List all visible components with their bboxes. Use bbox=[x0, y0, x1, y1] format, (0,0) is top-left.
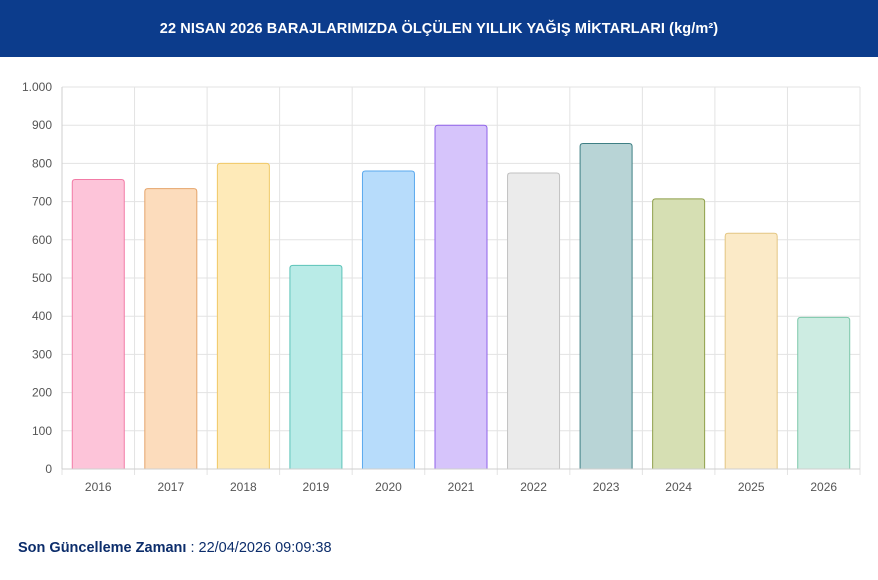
y-tick-label: 100 bbox=[32, 424, 52, 438]
y-tick-label: 900 bbox=[32, 118, 52, 132]
bar-2016[interactable] bbox=[71, 178, 125, 469]
y-tick-label: 300 bbox=[32, 347, 52, 361]
bar-2022[interactable] bbox=[507, 172, 561, 469]
bar-2017[interactable] bbox=[144, 188, 198, 469]
x-tick-label: 2023 bbox=[593, 480, 620, 494]
x-tick-label: 2026 bbox=[810, 480, 837, 494]
x-tick-label: 2018 bbox=[230, 480, 257, 494]
last-updated-separator: : bbox=[186, 540, 199, 556]
y-tick-label: 700 bbox=[32, 195, 52, 209]
y-tick-label: 600 bbox=[32, 233, 52, 247]
x-tick-label: 2017 bbox=[157, 480, 184, 494]
last-updated: Son Güncelleme Zamanı : 22/04/2026 09:09… bbox=[18, 540, 332, 556]
tick-labels: 0 100 200 300 400 500 600 700 800 900 1.000 2016 201… bbox=[22, 80, 837, 494]
x-tick-label: 2025 bbox=[738, 480, 765, 494]
y-tick-label: 200 bbox=[32, 386, 52, 400]
bar-chart: 0 100 200 300 400 500 600 700 800 900 1.000 2016 201… bbox=[22, 80, 861, 494]
last-updated-label: Son Güncelleme Zamanı bbox=[18, 540, 187, 556]
y-tick-label: 400 bbox=[32, 309, 52, 323]
y-tick-label: 1.000 bbox=[22, 80, 52, 94]
bars bbox=[71, 124, 851, 469]
x-tick-label: 2016 bbox=[85, 480, 112, 494]
chart-header: 22 NISAN 2026 BARAJLARIMIZDA ÖLÇÜLEN YIL… bbox=[0, 0, 878, 57]
bar-2023[interactable] bbox=[579, 143, 633, 469]
y-tick-label: 500 bbox=[32, 271, 52, 285]
x-tick-label: 2021 bbox=[448, 480, 475, 494]
bar-2020[interactable] bbox=[361, 170, 415, 469]
bar-2026[interactable] bbox=[797, 316, 851, 469]
chart-title: 22 NISAN 2026 BARAJLARIMIZDA ÖLÇÜLEN YIL… bbox=[159, 20, 719, 37]
bar-2024[interactable] bbox=[652, 198, 706, 469]
y-tick-label: 800 bbox=[32, 156, 52, 170]
last-updated-value: 22/04/2026 09:09:38 bbox=[198, 540, 332, 556]
bar-2025[interactable] bbox=[724, 232, 778, 469]
y-tick-label: 0 bbox=[45, 462, 52, 476]
bar-2018[interactable] bbox=[216, 162, 270, 469]
x-tick-label: 2024 bbox=[665, 480, 692, 494]
bar-2019[interactable] bbox=[289, 264, 343, 469]
x-tick-label: 2020 bbox=[375, 480, 402, 494]
bar-2021[interactable] bbox=[434, 124, 488, 469]
chart-area: 0 100 200 300 400 500 600 700 800 900 1.000 2016 201… bbox=[0, 57, 878, 507]
x-tick-label: 2022 bbox=[520, 480, 547, 494]
x-tick-label: 2019 bbox=[303, 480, 330, 494]
axes bbox=[61, 87, 860, 470]
